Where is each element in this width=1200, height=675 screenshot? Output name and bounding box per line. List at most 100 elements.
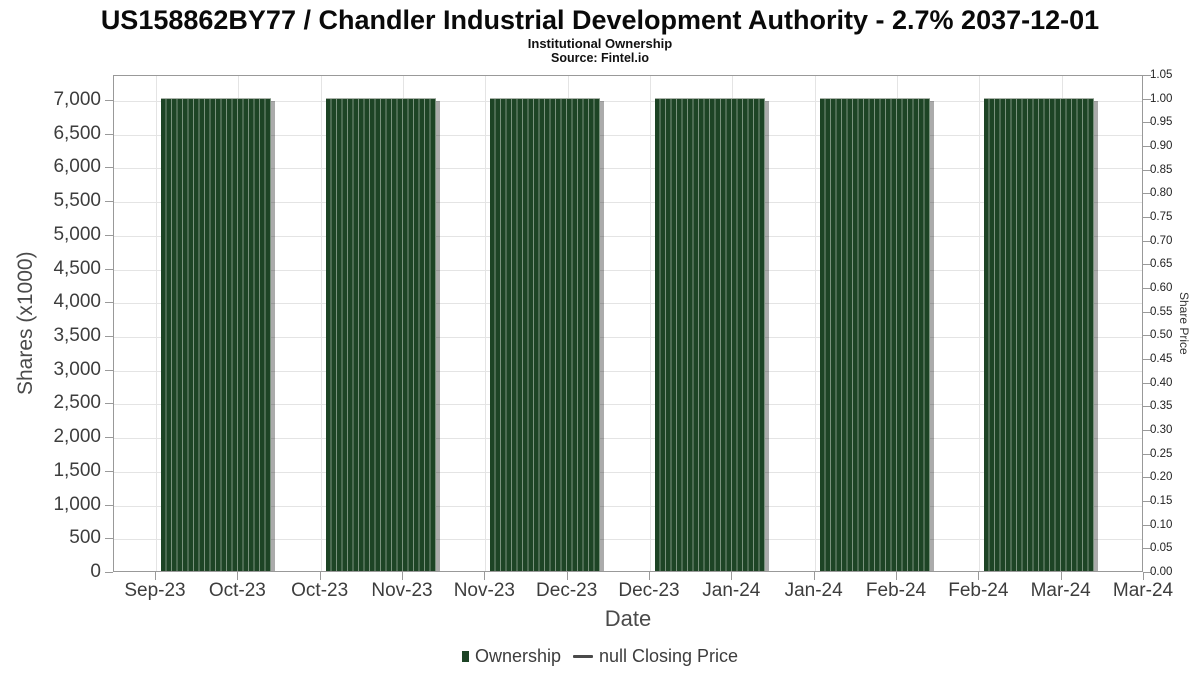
x-axis-tick-label: Jan-24 xyxy=(702,580,761,601)
chart-source: Source: Fintel.io xyxy=(551,51,649,65)
legend: Ownership null Closing Price xyxy=(0,646,1200,667)
x-axis-tick-label: Dec-23 xyxy=(618,580,680,601)
y-axis-left-tickmark xyxy=(105,470,113,472)
x-axis-tickmark xyxy=(237,572,239,580)
x-axis-tickmark xyxy=(731,572,733,580)
x-axis-tickmark xyxy=(978,572,980,580)
gridline-horizontal xyxy=(114,370,1142,372)
y-axis-left-tick-label: 5,000 xyxy=(53,223,101,245)
y-axis-right-tickmark xyxy=(1143,98,1151,100)
x-axis-tickmark xyxy=(402,572,403,580)
y-axis-right-tickmark xyxy=(1143,453,1151,455)
y-axis-right-tickmark xyxy=(1143,264,1151,266)
bar-ownership xyxy=(819,97,930,571)
legend-label-ownership: Ownership xyxy=(474,646,561,666)
bar-ownership xyxy=(984,97,1095,571)
legend-label-closing-price: null Closing Price xyxy=(598,646,739,666)
legend-marker-closing-price xyxy=(572,655,593,658)
x-axis-tickmark xyxy=(649,572,650,580)
gridline-horizontal xyxy=(114,505,1142,507)
y-axis-left-tick-label: 1,500 xyxy=(53,459,101,481)
gridline-vertical xyxy=(650,76,651,571)
y-axis-right-tickmark xyxy=(1143,524,1151,526)
y-axis-right-tick-label: 0.40 xyxy=(1150,376,1173,389)
y-axis-right-tickmark xyxy=(1143,122,1151,124)
x-axis-tick-label: Jan-24 xyxy=(784,580,843,601)
y-axis-right-tickmark xyxy=(1143,335,1151,337)
y-axis-right-tickmark xyxy=(1143,75,1151,76)
y-axis-left-tick-label: 2,000 xyxy=(53,426,101,448)
y-axis-left-tickmark xyxy=(105,234,113,236)
y-axis-right-tick-label: 0.30 xyxy=(1150,424,1173,436)
x-axis-tick-label: Mar-24 xyxy=(1112,580,1174,601)
x-axis-tickmark xyxy=(155,572,156,580)
gridline-horizontal xyxy=(114,471,1142,473)
y-axis-right-tick-label: 0.90 xyxy=(1150,140,1173,152)
x-axis-tick-label: Nov-23 xyxy=(371,580,433,601)
y-axis-left-tick-label: 1,000 xyxy=(53,493,101,515)
y-axis-left-tickmark xyxy=(105,268,113,270)
gridline-vertical xyxy=(320,76,322,571)
y-axis-right-tick-label: 0.75 xyxy=(1150,211,1173,223)
y-axis-left-tick-label: 3,000 xyxy=(53,358,101,380)
y-axis-right-tick-label: 0.15 xyxy=(1150,495,1173,507)
x-axis-tickmark xyxy=(484,572,486,580)
y-axis-right-tick-label: 0.25 xyxy=(1150,447,1173,460)
plot-area xyxy=(113,75,1143,572)
y-axis-right-tick-label: 0.65 xyxy=(1150,258,1173,271)
chart-subtitle: Institutional Ownership xyxy=(527,36,673,51)
y-axis-left-tickmark xyxy=(105,99,113,101)
y-axis-left-tickmark xyxy=(105,437,113,439)
gridline-horizontal xyxy=(114,202,1142,204)
gridline-horizontal xyxy=(114,235,1142,237)
y-axis-right-tick-label: 0.00 xyxy=(1150,566,1173,578)
y-axis-left-tickmark xyxy=(105,572,113,573)
y-axis-left-tickmark xyxy=(105,133,113,135)
legend-item-closing-price[interactable]: null Closing Price xyxy=(572,646,739,667)
gridline-vertical xyxy=(485,76,487,571)
y-axis-right-tick-label: 0.85 xyxy=(1150,163,1173,176)
x-axis-tick-label: Sep-23 xyxy=(124,580,186,601)
y-axis-right-tickmark xyxy=(1143,477,1151,479)
gridline-horizontal xyxy=(114,404,1142,406)
y-axis-right-tickmark xyxy=(1143,430,1151,431)
y-axis-right-tick-label: 0.60 xyxy=(1150,282,1173,294)
gridline-horizontal xyxy=(114,303,1142,305)
x-axis-tick-label: Mar-24 xyxy=(1030,580,1091,601)
x-axis-tick-label: Dec-23 xyxy=(536,580,598,601)
x-axis-tickmark xyxy=(813,572,815,580)
y-axis-right-tickmark xyxy=(1143,406,1151,408)
gridline-vertical xyxy=(156,76,157,571)
y-axis-left-tickmark xyxy=(105,403,113,405)
y-axis-left-tick-label: 4,000 xyxy=(53,291,101,313)
gridline-horizontal xyxy=(114,168,1142,170)
y-axis-left-tickmark xyxy=(105,201,113,203)
x-axis-tick-label: Nov-23 xyxy=(453,580,515,601)
y-axis-right-tick-label: 0.70 xyxy=(1150,234,1173,247)
bar-ownership xyxy=(490,97,601,571)
gridline-horizontal xyxy=(114,539,1142,541)
bar-ownership xyxy=(655,97,765,571)
legend-item-ownership[interactable]: Ownership xyxy=(461,646,561,667)
gridline-horizontal xyxy=(114,100,1142,102)
y-axis-right-tickmark xyxy=(1143,240,1151,242)
y-axis-left-tickmark xyxy=(105,504,113,506)
x-axis-tickmark xyxy=(566,572,568,580)
gridline-horizontal xyxy=(114,269,1142,271)
x-axis-tick-label: Feb-24 xyxy=(865,580,927,601)
bar-ownership xyxy=(161,97,271,571)
y-axis-right-tickmark xyxy=(1143,382,1151,384)
y-axis-left-tick-label: 500 xyxy=(69,527,101,549)
gridline-horizontal xyxy=(114,438,1142,440)
y-axis-left-tick-label: 7,000 xyxy=(53,88,101,110)
gridline-vertical xyxy=(979,76,981,571)
x-axis-tickmark xyxy=(896,572,897,580)
x-axis-title: Date xyxy=(604,606,652,631)
y-axis-right-tickmark xyxy=(1143,572,1151,573)
y-axis-left-tickmark xyxy=(105,335,113,337)
y-axis-right-tickmark xyxy=(1143,193,1151,195)
x-axis-tickmark xyxy=(1060,572,1062,580)
y-axis-right-tick-label: 0.55 xyxy=(1150,305,1173,318)
y-axis-left-tick-label: 4,500 xyxy=(53,257,101,279)
